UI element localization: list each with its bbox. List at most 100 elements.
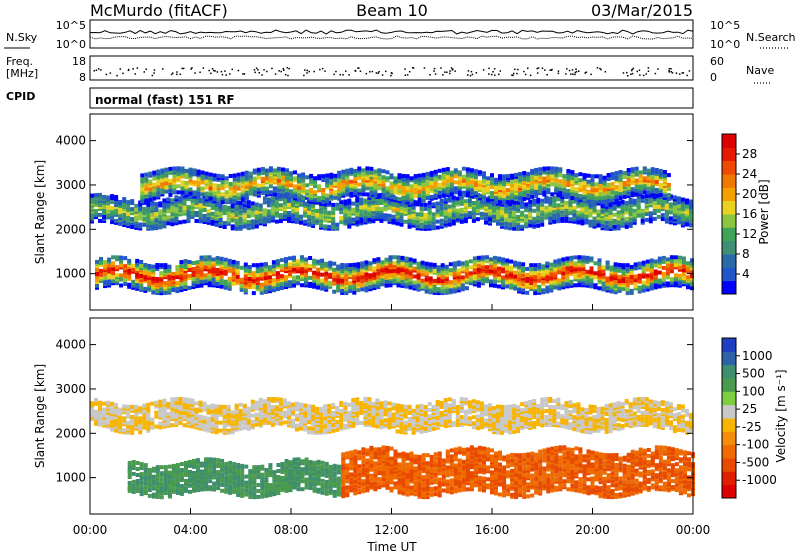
heatmap-cell bbox=[256, 183, 261, 188]
heatmap-cell bbox=[159, 471, 164, 476]
heatmap-cell bbox=[175, 463, 180, 467]
heatmap-cell bbox=[427, 208, 432, 213]
heatmap-cell bbox=[433, 169, 438, 174]
heatmap-cell bbox=[494, 177, 498, 182]
freq-point bbox=[303, 74, 305, 77]
freq-point bbox=[440, 67, 442, 69]
heatmap-cell bbox=[621, 271, 626, 276]
heatmap-cell bbox=[163, 479, 168, 483]
heatmap-cell bbox=[289, 189, 293, 194]
freq-point bbox=[172, 72, 174, 74]
heatmap-cell bbox=[271, 260, 276, 265]
heatmap-cell bbox=[191, 283, 196, 287]
heatmap-cell bbox=[605, 276, 610, 281]
heatmap-cell bbox=[447, 222, 452, 227]
heatmap-cell bbox=[665, 263, 670, 268]
heatmap-cell bbox=[175, 483, 180, 487]
heatmap-cell bbox=[399, 218, 404, 223]
heatmap-cell bbox=[451, 219, 456, 224]
heatmap-cell bbox=[167, 486, 172, 491]
heatmap-cell bbox=[448, 280, 453, 285]
heatmap-cell bbox=[673, 281, 678, 286]
heatmap-cell bbox=[347, 198, 352, 203]
heatmap-cell bbox=[677, 273, 682, 278]
heatmap-cell bbox=[384, 275, 389, 280]
heatmap-cell bbox=[610, 198, 615, 203]
heatmap-cell bbox=[240, 187, 245, 192]
heatmap-cell bbox=[304, 273, 309, 278]
heatmap-cell bbox=[380, 260, 385, 265]
heatmap-cell bbox=[525, 272, 530, 277]
heatmap-cell bbox=[364, 272, 369, 277]
heatmap-cell bbox=[650, 175, 655, 180]
heatmap-cell bbox=[396, 277, 401, 282]
heatmap-cell bbox=[349, 191, 354, 196]
heatmap-cell bbox=[540, 216, 545, 221]
heatmap-cell bbox=[416, 265, 421, 270]
heatmap-cell bbox=[464, 268, 469, 273]
heatmap-cell bbox=[164, 185, 169, 190]
freq-point bbox=[179, 73, 181, 75]
heatmap-cell bbox=[634, 170, 639, 175]
heatmap-cell bbox=[134, 203, 139, 208]
heatmap-cell bbox=[270, 196, 275, 201]
heatmap-cell bbox=[172, 190, 177, 195]
heatmap-cell bbox=[252, 192, 257, 197]
heatmap-cell bbox=[212, 173, 217, 178]
heatmap-cell bbox=[175, 271, 180, 276]
heatmap-cell bbox=[689, 199, 693, 204]
freq-point bbox=[194, 72, 196, 74]
heatmap-cell bbox=[432, 268, 437, 273]
heatmap-cell bbox=[208, 457, 213, 462]
freq-point bbox=[287, 74, 289, 77]
heatmap-cell bbox=[490, 177, 494, 182]
heatmap-cell bbox=[170, 198, 175, 203]
heatmap-cell bbox=[600, 200, 605, 205]
heatmap-cell bbox=[584, 220, 589, 225]
heatmap-cell bbox=[480, 255, 485, 260]
heatmap-cell bbox=[276, 166, 281, 171]
heatmap-cell bbox=[620, 221, 625, 226]
freq-point bbox=[452, 68, 454, 70]
heatmap-cell bbox=[554, 166, 559, 171]
heatmap-cell bbox=[179, 286, 184, 291]
heatmap-cell bbox=[400, 255, 405, 260]
heatmap-cell bbox=[188, 167, 193, 172]
freq-point bbox=[286, 67, 289, 69]
heatmap-cell bbox=[504, 225, 509, 230]
heatmap-cell bbox=[440, 279, 445, 284]
heatmap-cell bbox=[335, 222, 340, 227]
heatmap-cell bbox=[111, 279, 116, 284]
heatmap-cell bbox=[493, 269, 497, 274]
heatmap-cell bbox=[613, 284, 618, 289]
heatmap-cell bbox=[606, 173, 611, 177]
heatmap-cell bbox=[247, 277, 252, 281]
freq-point bbox=[604, 71, 607, 73]
heatmap-cell bbox=[365, 166, 370, 171]
heatmap-cell bbox=[236, 172, 241, 177]
heatmap-cell bbox=[423, 212, 428, 217]
heatmap-cell bbox=[451, 195, 456, 200]
heatmap-cell bbox=[199, 255, 204, 260]
freq-point bbox=[488, 67, 490, 70]
heatmap-cell bbox=[628, 207, 633, 212]
heatmap-cell bbox=[276, 192, 281, 197]
heatmap-cell bbox=[135, 487, 140, 491]
heatmap-cell bbox=[650, 167, 655, 172]
heatmap-cell bbox=[435, 219, 440, 224]
heatmap-cell bbox=[134, 207, 139, 212]
freq-tick-high: 18 bbox=[72, 55, 86, 68]
heatmap-cell bbox=[178, 196, 183, 201]
heatmap-cell bbox=[344, 281, 349, 286]
heatmap-cell bbox=[633, 274, 638, 279]
heatmap-cell bbox=[673, 255, 678, 260]
heatmap-cell bbox=[387, 205, 392, 210]
heatmap-cell bbox=[175, 281, 180, 286]
heatmap-cell bbox=[199, 279, 204, 284]
power-x-ticks bbox=[89, 304, 694, 310]
heatmap-cell bbox=[127, 268, 132, 273]
heatmap-cell bbox=[138, 200, 143, 205]
freq-point bbox=[681, 72, 684, 74]
freq-point bbox=[631, 72, 634, 75]
heatmap-cell bbox=[259, 282, 264, 287]
